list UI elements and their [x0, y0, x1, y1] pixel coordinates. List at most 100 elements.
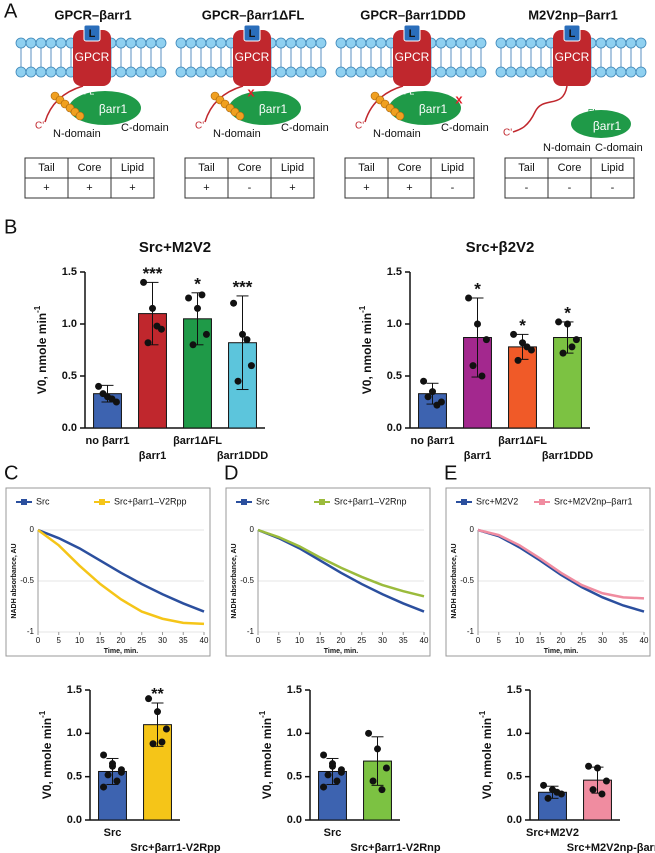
y-tick-label: 0.5 — [67, 771, 82, 783]
data-point — [202, 330, 210, 338]
lipid-head — [285, 37, 297, 49]
data-point — [149, 740, 157, 748]
legend-label: Src — [36, 496, 50, 506]
phosphate — [395, 111, 405, 121]
table-header: Lipid — [441, 162, 464, 174]
data-point — [320, 783, 328, 791]
lipid-head — [115, 37, 127, 49]
lipid-head — [455, 66, 467, 78]
finger-loop-label: FL — [588, 107, 599, 117]
y-tick-label: 1.0 — [62, 318, 77, 330]
data-point — [154, 708, 161, 716]
y-tick-label: 0 — [470, 525, 475, 534]
data-point — [158, 738, 166, 746]
x-tick-label: 30 — [598, 636, 607, 645]
lipid-head — [535, 37, 547, 49]
n-domain-label: N-domain — [543, 142, 591, 154]
significance: * — [194, 274, 201, 293]
data-point — [329, 760, 336, 768]
y-axis-label-text: V0, nmole min — [480, 718, 494, 799]
lipid-head — [535, 66, 547, 78]
y-tick-label: 0.5 — [387, 370, 402, 382]
lipid-head — [435, 66, 447, 78]
finger-loop-label: FL — [84, 86, 95, 96]
arrestin — [229, 91, 301, 125]
x-tick-label: 10 — [515, 636, 524, 645]
legend-marker — [241, 499, 247, 505]
lipid-head — [455, 37, 467, 49]
lipid-head — [635, 37, 647, 49]
data-point — [465, 294, 473, 302]
y-tick-label: 0.0 — [507, 814, 522, 826]
data-point — [382, 764, 390, 772]
x-tick-label: βarr1DDD — [542, 450, 593, 462]
lipid-head — [305, 66, 317, 78]
ligand-label: L — [249, 28, 256, 40]
lipid-head — [375, 66, 387, 78]
y-axis-label: NADH absorbance, AU — [231, 543, 238, 618]
data-point — [374, 745, 381, 753]
data-point — [194, 304, 201, 312]
lipid-head — [335, 66, 347, 78]
lipid-head — [215, 37, 227, 49]
arrestin-label: βarr1 — [419, 102, 448, 116]
data-point — [243, 336, 251, 344]
x-tick-label: 10 — [75, 636, 84, 645]
data-point — [320, 751, 328, 759]
significance: ** — [151, 686, 164, 703]
x-tick-label: βarr1ΔFL — [498, 435, 547, 447]
data-point — [140, 278, 148, 286]
data-point — [564, 320, 571, 328]
y-axis-label: V0, nmole min-1 — [358, 305, 374, 394]
data-point — [99, 390, 107, 398]
table-header: Tail — [358, 162, 375, 174]
chart-frame — [5, 487, 211, 657]
y-tick-label: -0.5 — [20, 576, 34, 585]
y-tick-label: 1.5 — [387, 266, 402, 278]
x-tick-label: 25 — [577, 636, 586, 645]
data-point — [95, 382, 103, 390]
lipid-head — [345, 37, 357, 49]
x-tick-label: Src+βarr1-V2Rpp — [130, 842, 220, 853]
data-point — [433, 401, 441, 409]
table-cell: + — [86, 182, 92, 194]
lipid-head — [525, 37, 537, 49]
x-tick-label: Src — [324, 827, 342, 839]
chart-frame — [445, 487, 651, 657]
x-tick-label: 20 — [557, 636, 566, 645]
y-tick-label: 0.0 — [62, 422, 77, 434]
data-point — [337, 768, 345, 776]
data-point — [514, 356, 522, 364]
data-point — [598, 790, 606, 798]
c-tail-label: C' — [195, 121, 204, 132]
lipid-head — [195, 37, 207, 49]
lipid-head — [275, 37, 287, 49]
lipid-head — [155, 37, 167, 49]
data-point — [555, 318, 563, 326]
panel-label: B — [4, 216, 17, 238]
lipid-head — [205, 37, 217, 49]
legend-marker — [21, 499, 27, 505]
data-point — [420, 377, 428, 385]
y-tick-label: 1.5 — [67, 684, 82, 696]
panel-label: D — [224, 462, 238, 484]
lipid-head — [445, 66, 457, 78]
data-point — [230, 299, 238, 307]
x-tick-label: 15 — [96, 636, 105, 645]
legend-label: Src+M2V2 — [476, 496, 518, 506]
x-tick-label: no βarr1 — [410, 435, 454, 447]
data-point — [144, 339, 152, 347]
lipid-head — [605, 37, 617, 49]
y-tick-label: 1.5 — [62, 266, 77, 278]
series-line — [477, 528, 645, 600]
x-axis-label: Time, min. — [544, 648, 579, 655]
c-tail — [512, 85, 568, 133]
legend-label: Src+βarr1–V2Rpp — [114, 496, 186, 506]
lipid-head — [25, 66, 37, 78]
data-point — [162, 725, 170, 733]
y-tick-label: 0.5 — [507, 771, 522, 783]
x-axis-label: Time, min. — [104, 648, 139, 655]
lipid-head — [505, 66, 517, 78]
block-mark: x — [455, 91, 463, 106]
x-axis-label: Time, min. — [324, 648, 359, 655]
